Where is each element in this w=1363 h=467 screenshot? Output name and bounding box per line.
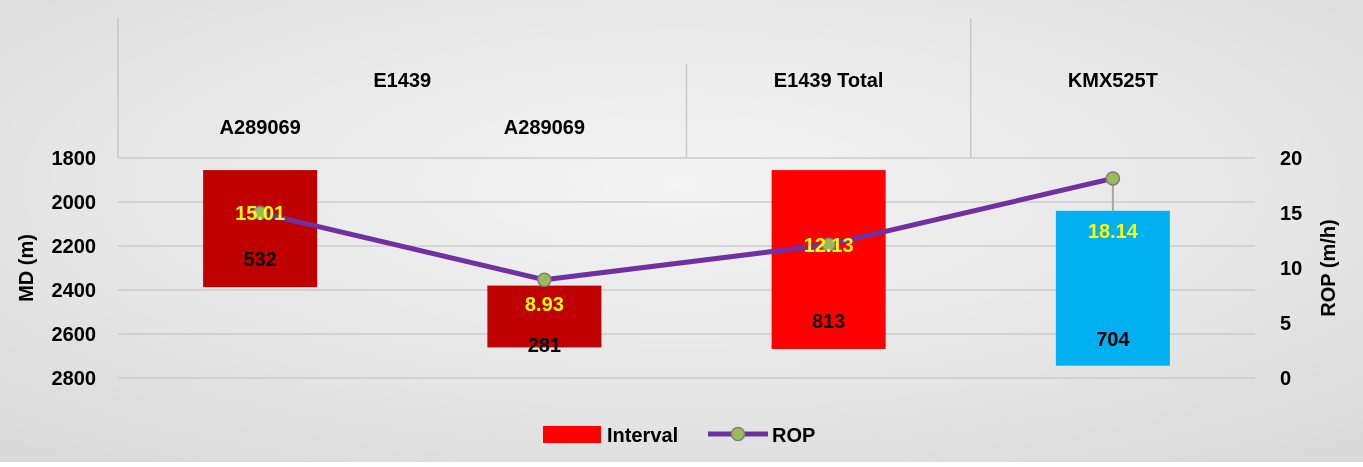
header-group-label: E1439	[373, 70, 431, 92]
left-axis-tick-label: 2400	[52, 280, 97, 302]
rop-point	[252, 205, 268, 221]
header-group-label: KMX525T	[1068, 70, 1158, 92]
rop-point	[1105, 171, 1121, 186]
interval-bar	[1055, 210, 1170, 366]
legend-interval-label: Interval	[607, 425, 678, 447]
right-axis-tick-label: 15	[1280, 203, 1302, 225]
interval-data-label: 704	[1096, 329, 1130, 351]
category-label: A289069	[220, 117, 301, 139]
interval-data-label: 281	[528, 335, 561, 357]
legend-rop-label: ROP	[772, 425, 815, 447]
left-axis-title: MD (m)	[16, 234, 38, 302]
rop-series-line	[257, 175, 1116, 283]
interval-data-label: 813	[812, 311, 845, 333]
legend-rop-marker	[730, 426, 746, 442]
rop-data-label: 18.14	[1088, 221, 1139, 243]
right-axis-tick-label: 0	[1280, 368, 1291, 390]
header-group-label: E1439 Total	[774, 70, 884, 92]
left-axis-tick-label: 2800	[52, 368, 97, 390]
rop-data-label: 8.93	[525, 294, 564, 316]
interval-bar	[487, 285, 602, 348]
left-axis-tick-label: 2000	[52, 192, 97, 214]
rop-point	[537, 272, 552, 288]
legend-interval-swatch	[543, 426, 601, 443]
rop-data-label: 12.13	[804, 235, 854, 257]
rop-data-label: 15.01	[235, 203, 285, 225]
left-axis-tick-label: 1800	[52, 148, 97, 170]
left-axis-tick-label: 2600	[52, 324, 97, 346]
right-axis-tick-label: 5	[1280, 313, 1291, 335]
right-axis-tick-label: 20	[1280, 148, 1302, 170]
category-label: A289069	[504, 117, 585, 139]
rop-point	[821, 237, 836, 252]
left-axis-tick-label: 2200	[52, 236, 97, 258]
right-axis-tick-label: 10	[1280, 258, 1302, 280]
right-axis-title: ROP (m/h)	[1318, 219, 1340, 316]
interval-bar	[771, 170, 886, 349]
interval-bar	[203, 170, 318, 288]
interval-data-label: 532	[243, 249, 276, 271]
